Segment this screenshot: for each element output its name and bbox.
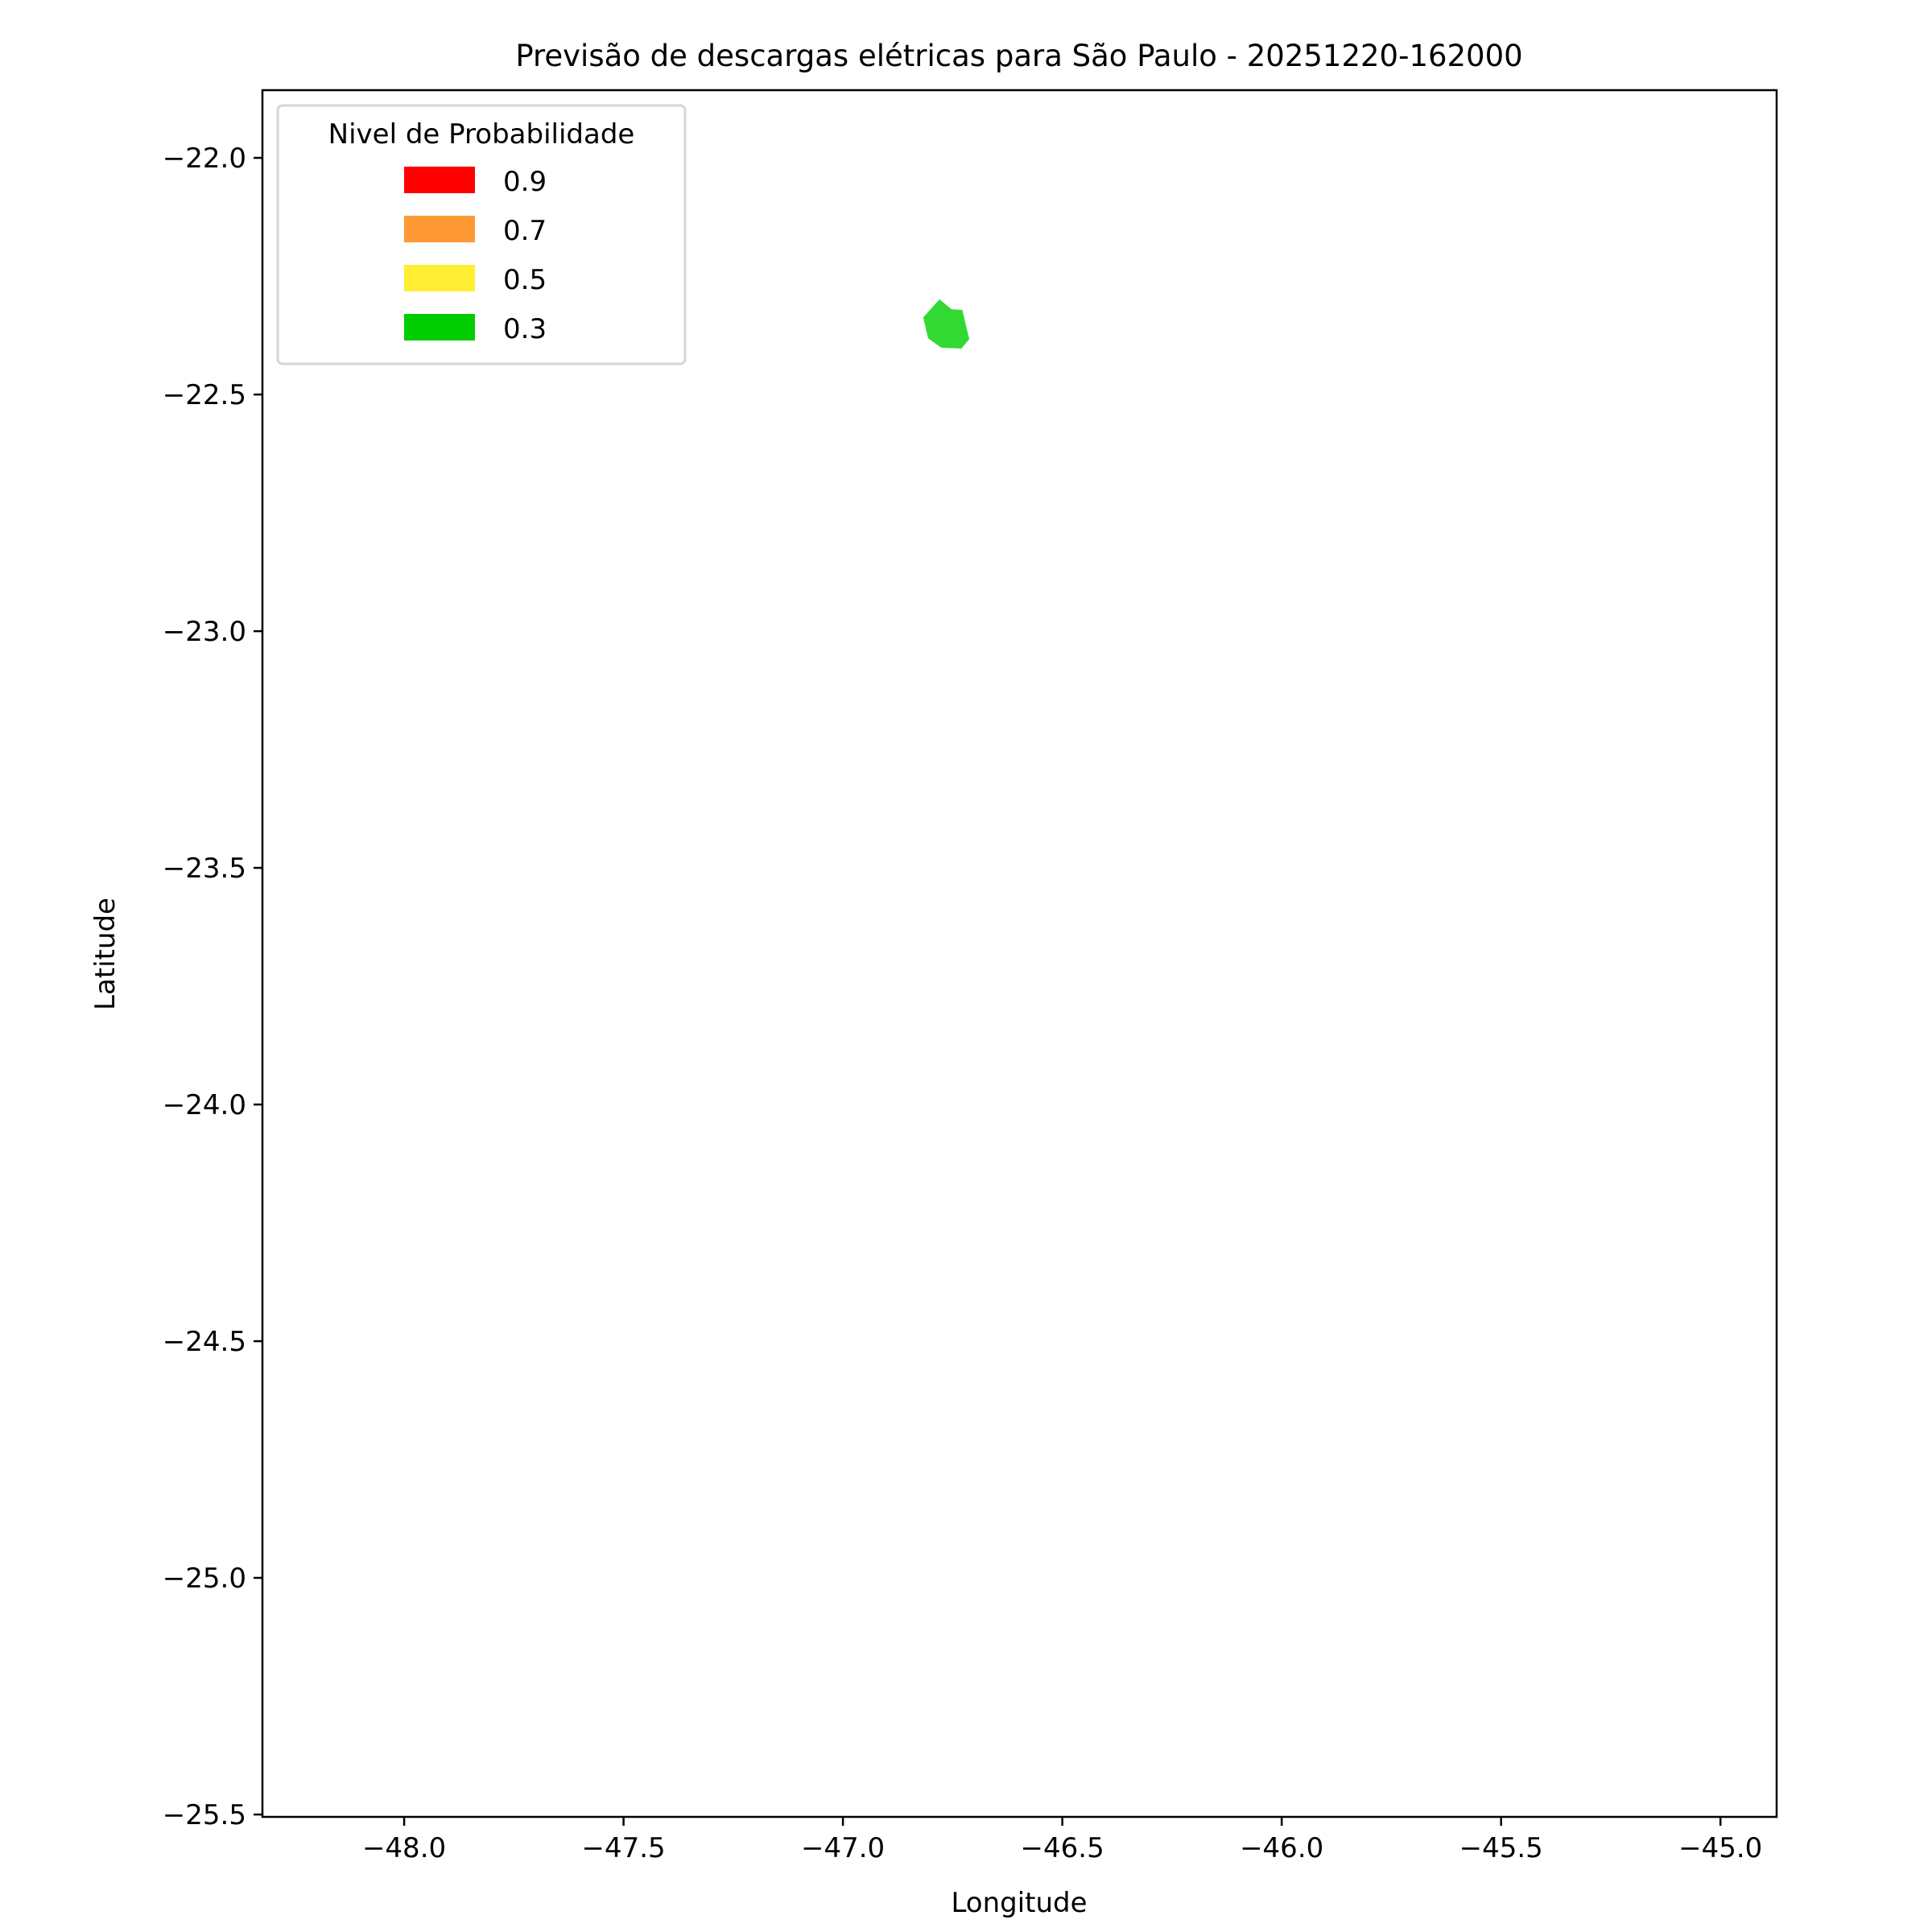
y-tick-label: −24.0 (163, 1089, 246, 1121)
plot-frame (261, 89, 1778, 1818)
x-tick-label: −45.0 (1678, 1832, 1762, 1864)
y-axis-label: Latitude (89, 898, 122, 1010)
legend-label: 0.3 (503, 313, 547, 345)
probability-polygon (923, 299, 970, 349)
y-tick-label: −25.0 (163, 1563, 246, 1595)
y-tick-label: −22.5 (163, 379, 246, 411)
legend-swatch (404, 265, 475, 291)
legend-label: 0.9 (503, 166, 547, 198)
y-tick-label: −22.0 (163, 142, 246, 175)
x-tick-label: −46.5 (1021, 1832, 1104, 1864)
legend-swatch (404, 167, 475, 193)
legend: Nivel de Probabilidade 0.9 0.7 0.5 0.3 (276, 104, 687, 365)
x-tick-label: −46.0 (1240, 1832, 1323, 1864)
chart-title: Previsão de descargas elétricas para São… (515, 39, 1522, 73)
x-tick-label: −48.0 (362, 1832, 446, 1864)
legend-label: 0.5 (503, 264, 547, 296)
legend-swatch (404, 314, 475, 341)
legend-label: 0.7 (503, 215, 547, 247)
x-tick-label: −47.5 (581, 1832, 665, 1864)
legend-frame (276, 104, 687, 365)
y-tick-label: −23.5 (163, 852, 246, 885)
x-tick-label: −45.5 (1459, 1832, 1543, 1864)
x-tick-label: −47.0 (801, 1832, 885, 1864)
y-tick-label: −23.0 (163, 616, 246, 648)
x-axis-label: Longitude (951, 1887, 1087, 1919)
y-tick-label: −24.5 (163, 1326, 246, 1358)
y-tick-label: −25.5 (163, 1799, 246, 1831)
legend-swatch (404, 216, 475, 242)
legend-title: Nivel de Probabilidade (328, 118, 635, 151)
